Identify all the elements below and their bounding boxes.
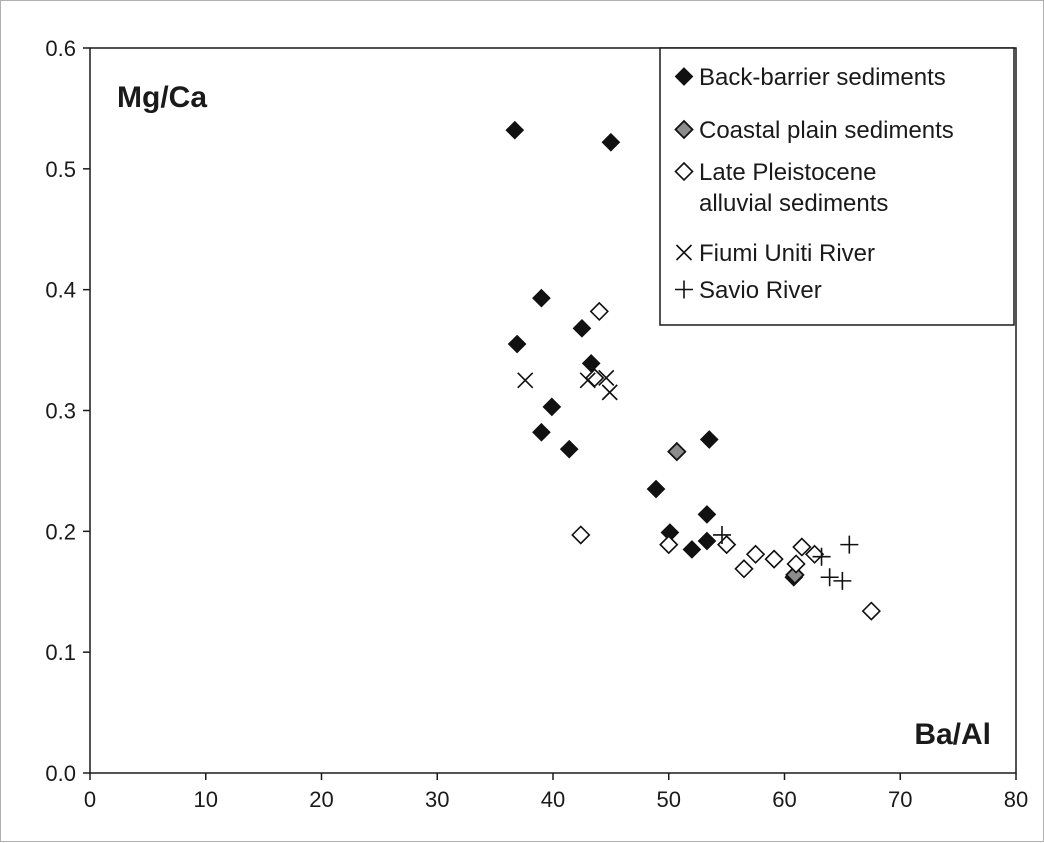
data-point-back-barrier-sediments	[682, 540, 702, 559]
data-point-savio-river	[812, 547, 831, 566]
x-tick-label: 20	[309, 787, 333, 812]
data-point-late-pleistocene-alluvial-sediments	[804, 544, 825, 564]
y-tick-label: 0.2	[45, 519, 76, 544]
data-point-savio-river	[833, 571, 852, 590]
data-point-late-pleistocene-alluvial-sediments	[745, 544, 766, 564]
data-point-late-pleistocene-alluvial-sediments	[786, 554, 806, 574]
data-point-back-barrier-sediments	[572, 318, 592, 338]
legend-label-back-barrier-sediments: Back-barrier sediments	[699, 64, 946, 91]
data-point-back-barrier-sediments	[697, 505, 717, 524]
data-point-fiumi-uniti-river	[598, 369, 615, 386]
legend-marker-late-pleistocene-alluvial-sediments	[674, 161, 694, 182]
legend-marker-savio-river	[675, 280, 693, 299]
data-point-late-pleistocene-alluvial-sediments	[861, 601, 881, 621]
data-point-coastal-plain-sediments	[667, 441, 687, 462]
data-point-back-barrier-sediments	[532, 288, 551, 308]
x-tick-label: 50	[657, 787, 681, 812]
data-point-savio-river	[840, 535, 859, 554]
legend: Back-barrier sediments Coastal plain sedi…	[659, 47, 1015, 326]
data-point-back-barrier-sediments	[505, 120, 525, 140]
data-point-savio-river	[712, 525, 731, 544]
y-tick-label: 0.3	[45, 399, 76, 424]
y-tick-label: 0.5	[45, 157, 76, 182]
data-point-late-pleistocene-alluvial-sediments	[764, 549, 784, 569]
legend-marker-fiumi-uniti-river	[675, 244, 693, 261]
y-tick-label: 0.6	[45, 36, 76, 61]
y-tick-label: 0.1	[45, 640, 76, 665]
legend-label-coastal-plain-sediments: Coastal plain sediments	[699, 117, 954, 144]
data-point-back-barrier-sediments	[699, 430, 719, 449]
data-point-savio-river	[820, 568, 839, 587]
data-point-fiumi-uniti-river	[517, 372, 534, 389]
legend-label-fiumi-uniti-river: Fiumi Uniti River	[699, 240, 875, 267]
legend-box	[659, 47, 1015, 326]
x-tick-label: 30	[425, 787, 449, 812]
data-point-back-barrier-sediments	[532, 422, 551, 442]
data-point-fiumi-uniti-river	[579, 372, 596, 389]
legend-marker-coastal-plain-sediments	[674, 119, 694, 140]
data-point-fiumi-uniti-river	[601, 384, 618, 401]
data-point-back-barrier-sediments	[697, 531, 717, 551]
data-point-back-barrier-sediments	[542, 397, 562, 417]
x-axis-title: Ba/Al	[914, 718, 991, 751]
data-point-back-barrier-sediments	[507, 334, 527, 354]
x-tick-label: 70	[888, 787, 912, 812]
data-point-late-pleistocene-alluvial-sediments	[659, 534, 679, 555]
data-point-late-pleistocene-alluvial-sediments	[792, 537, 812, 557]
legend-label-late-pleistocene-alluvial-sediments: alluvial sediments	[699, 190, 888, 217]
legend-label-late-pleistocene-alluvial-sediments: Late Pleistocene	[699, 159, 876, 186]
data-point-late-pleistocene-alluvial-sediments	[589, 301, 609, 322]
x-tick-label: 0	[84, 787, 96, 812]
data-point-back-barrier-sediments	[559, 439, 579, 459]
y-axis-title: Mg/Ca	[117, 81, 207, 114]
data-point-late-pleistocene-alluvial-sediments	[734, 559, 754, 579]
x-tick-label: 10	[194, 787, 218, 812]
x-tick-label: 40	[541, 787, 565, 812]
y-tick-label: 0.0	[45, 761, 76, 786]
data-point-back-barrier-sediments	[646, 479, 666, 499]
x-tick-label: 60	[772, 787, 796, 812]
data-point-back-barrier-sediments	[601, 132, 621, 152]
legend-label-savio-river: Savio River	[699, 277, 822, 304]
y-tick-label: 0.4	[45, 278, 76, 303]
data-point-late-pleistocene-alluvial-sediments	[571, 525, 591, 545]
data-point-coastal-plain-sediments	[785, 565, 805, 585]
legend-marker-back-barrier-sediments	[674, 67, 694, 86]
x-tick-label: 80	[1004, 787, 1028, 812]
